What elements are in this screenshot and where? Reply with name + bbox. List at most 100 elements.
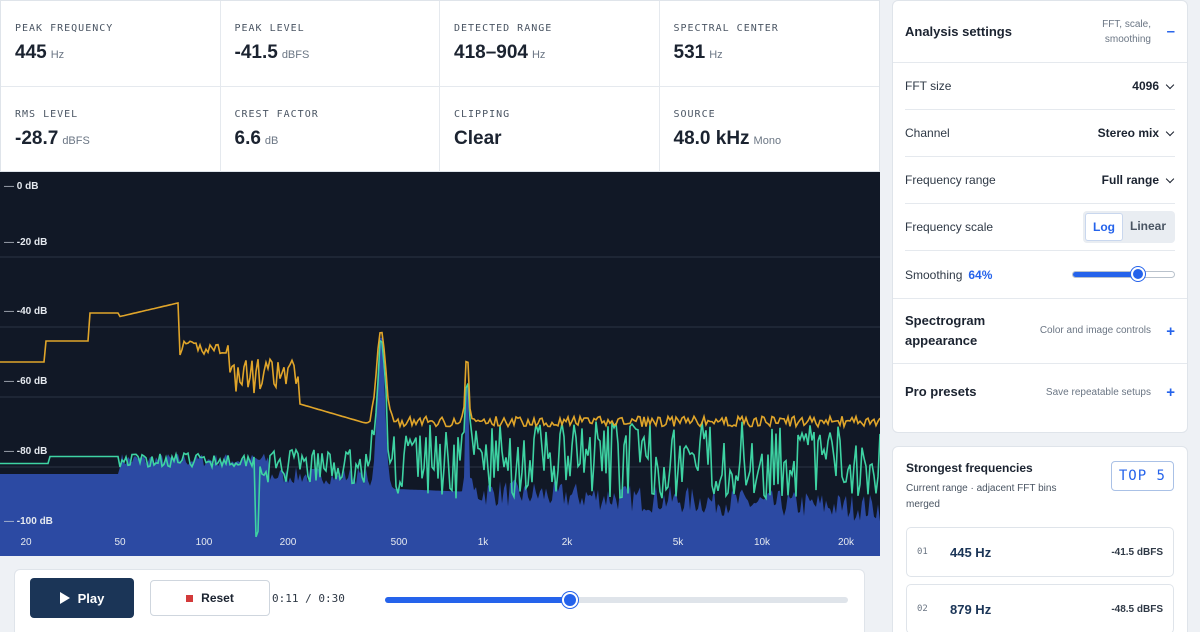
metric-unit: Hz <box>709 49 723 61</box>
metrics-grid: PEAK FREQUENCY 445 Hz PEAK LEVEL -41.5 dBF… <box>0 0 880 173</box>
channel-select[interactable]: Stereo mix <box>1098 126 1175 140</box>
smoothing-value: 64% <box>968 267 993 282</box>
freq-label: 10k <box>753 537 771 548</box>
channel-label: Channel <box>905 126 950 140</box>
metric-value: 418–904 <box>454 42 528 63</box>
freq-label: 5k <box>672 537 684 548</box>
pro-presets-section[interactable]: Pro presets Save repeatable setups + <box>893 363 1187 421</box>
smoothing-label-group: Smoothing 64% <box>905 268 1072 282</box>
seek-slider[interactable] <box>385 592 848 608</box>
section-hint: Color and image controls <box>1039 325 1151 337</box>
spectrum-display[interactable]: 0 dB -20 dB -40 dB -60 dB -80 dB -100 dB… <box>0 172 880 556</box>
strongest-frequencies-card: Strongest frequencies Current range · ad… <box>892 446 1188 632</box>
expand-icon[interactable]: + <box>1166 384 1175 401</box>
freq-label: 1k <box>477 537 489 548</box>
metric-label: DETECTED RANGE <box>454 23 553 34</box>
freq-label: 50 <box>114 537 126 548</box>
chevron-down-icon <box>1165 127 1175 136</box>
metric-value: -41.5 <box>234 42 278 63</box>
db-label: -20 dB <box>4 237 48 248</box>
fft-size-select[interactable]: 4096 <box>1132 79 1175 93</box>
frequency-level: -41.5 dBFS <box>1111 546 1163 558</box>
frequency-item[interactable]: 01 445 Hz -41.5 dBFS <box>906 527 1174 577</box>
smoothing-slider[interactable] <box>1072 267 1175 281</box>
metric-unit: dBFS <box>281 49 310 61</box>
metric-crest-factor: CREST FACTOR 6.6 dB <box>221 87 440 173</box>
chevron-down-icon <box>1165 80 1175 89</box>
metric-label: RMS LEVEL <box>15 109 79 120</box>
frequency-level: -48.5 dBFS <box>1111 603 1163 615</box>
frequency-range-label: Frequency range <box>905 173 996 187</box>
peak-hold-line <box>0 302 880 430</box>
smoothing-fill <box>1073 272 1138 277</box>
spectrogram-appearance-section[interactable]: Spectrogram appearance Color and image c… <box>893 298 1187 363</box>
metric-rms-level: RMS LEVEL -28.7 dBFS <box>1 87 221 173</box>
metric-spectral-center: SPECTRAL CENTER 531 Hz <box>659 1 879 87</box>
metric-value: Clear <box>454 128 502 149</box>
frequency-scale-row: Frequency scale Log Linear <box>905 204 1175 251</box>
fft-size-row: FFT size 4096 <box>905 63 1175 110</box>
stop-icon <box>186 594 194 602</box>
channel-value: Stereo mix <box>1097 126 1159 140</box>
expand-icon[interactable]: + <box>1166 322 1175 340</box>
freq-label: 100 <box>195 537 213 548</box>
metric-peak-frequency: PEAK FREQUENCY 445 Hz <box>1 1 221 87</box>
metric-unit: Hz <box>531 49 546 61</box>
collapse-icon[interactable]: – <box>1166 23 1175 40</box>
scale-toggle: Log Linear <box>1082 211 1175 243</box>
freq-label: 200 <box>279 537 297 548</box>
db-label: -100 dB <box>4 516 53 527</box>
reset-label: Reset <box>201 591 234 605</box>
transport-bar: Play Reset 0:11 / 0:30 <box>14 569 865 632</box>
metric-detected-range: DETECTED RANGE 418–904 Hz <box>440 1 660 87</box>
fft-size-value: 4096 <box>1132 79 1159 93</box>
section-title: Spectrogram appearance <box>905 312 986 348</box>
metric-label: CLIPPING <box>454 109 511 120</box>
frequency-value: 445 Hz <box>950 544 992 560</box>
scale-linear-button[interactable]: Linear <box>1129 219 1166 233</box>
seek-handle[interactable] <box>562 592 579 608</box>
frequency-range-row: Frequency range Full range <box>905 157 1175 204</box>
channel-row: Channel Stereo mix <box>905 110 1175 157</box>
metric-unit: dBFS <box>62 135 90 147</box>
smoothing-handle[interactable] <box>1130 267 1145 281</box>
panel-title: Analysis settings <box>905 24 1012 39</box>
metric-label: PEAK FREQUENCY <box>15 23 114 34</box>
settings-list: FFT size 4096 Channel Stereo mix Frequen… <box>893 63 1187 298</box>
section-title: Pro presets <box>905 384 977 400</box>
seek-fill <box>385 597 571 603</box>
frequency-value: 879 Hz <box>950 601 992 617</box>
metric-value: -28.7 <box>15 128 59 149</box>
fft-size-label: FFT size <box>905 79 952 93</box>
frequency-item[interactable]: 02 879 Hz -48.5 dBFS <box>906 584 1174 632</box>
play-button[interactable]: Play <box>30 578 134 618</box>
metric-label: SOURCE <box>673 109 716 120</box>
metric-label: CREST FACTOR <box>234 109 319 120</box>
metric-label: PEAK LEVEL <box>234 23 305 34</box>
db-label: -60 dB <box>4 376 48 387</box>
freq-label: 500 <box>390 537 408 548</box>
frequency-range-value: Full range <box>1101 173 1159 187</box>
frequency-range-select[interactable]: Full range <box>1102 173 1175 187</box>
play-icon <box>59 592 70 604</box>
top-count-badge[interactable]: TOP 5 <box>1110 461 1174 491</box>
freq-label: 2k <box>561 537 573 548</box>
section-hint: Save repeatable setups <box>1045 386 1151 398</box>
reset-button[interactable]: Reset <box>150 580 270 616</box>
metric-value: 445 <box>15 42 47 63</box>
spectrum-fill <box>0 337 880 556</box>
metric-unit: dB <box>264 135 279 147</box>
smoothing-label: Smoothing <box>905 267 963 282</box>
db-label: 0 dB <box>4 181 39 192</box>
spectrum-canvas <box>0 256 880 556</box>
analysis-settings-header[interactable]: Analysis settings FFT, scale, smoothing … <box>893 1 1187 63</box>
freq-label: 20k <box>837 537 855 548</box>
chevron-down-icon <box>1165 174 1175 183</box>
freq-label: 20 <box>20 537 32 548</box>
metric-value: 48.0 kHz <box>673 128 750 149</box>
metric-clipping: CLIPPING Clear <box>440 87 660 173</box>
db-label: -40 dB <box>4 306 48 317</box>
metric-value: 531 <box>673 42 706 63</box>
frequency-rank: 02 <box>917 604 928 614</box>
scale-log-button[interactable]: Log <box>1084 213 1123 241</box>
